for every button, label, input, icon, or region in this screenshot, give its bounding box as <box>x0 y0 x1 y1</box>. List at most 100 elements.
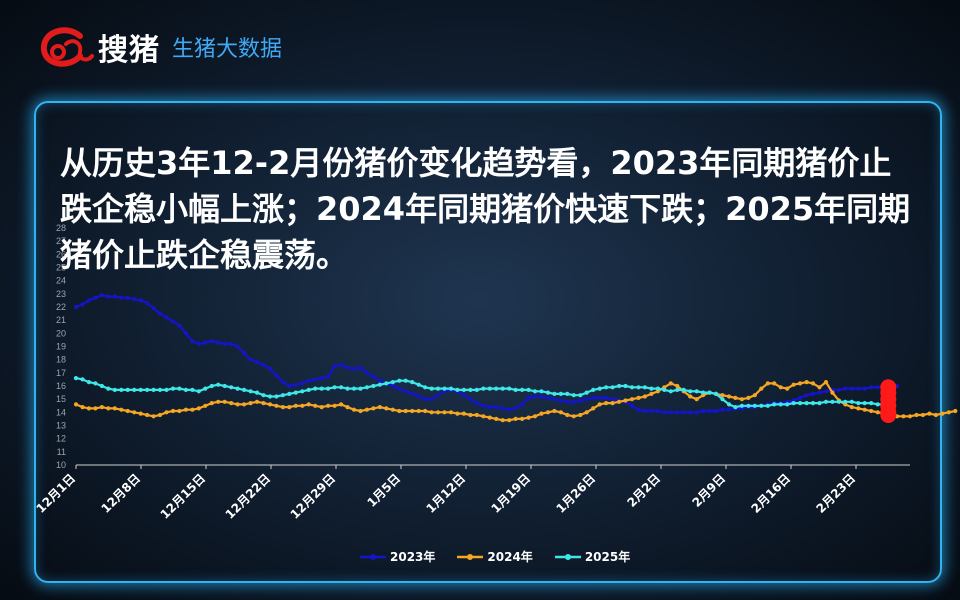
brand-subtitle: 生猪大数据 <box>172 37 283 62</box>
legend-swatch <box>457 553 484 560</box>
series-point-2 <box>306 402 311 407</box>
series-point-1 <box>203 340 208 345</box>
series-point-1 <box>112 294 117 299</box>
series-point-1 <box>274 373 279 378</box>
series-point-3 <box>494 386 499 391</box>
series-point-3 <box>442 386 447 391</box>
series-point-1 <box>229 341 234 346</box>
series-point-1 <box>662 410 667 415</box>
series-point-3 <box>526 387 531 392</box>
series-point-1 <box>358 365 363 370</box>
series-point-3 <box>403 378 408 383</box>
series-point-1 <box>507 407 512 412</box>
series-point-1 <box>649 408 654 414</box>
series-point-3 <box>364 385 369 390</box>
series-point-3 <box>377 382 382 387</box>
series-point-3 <box>836 399 842 404</box>
x-tick-label: 2月23日 <box>814 471 859 516</box>
series-point-2 <box>86 406 91 411</box>
series-point-1 <box>80 302 85 307</box>
series-point-2 <box>261 401 266 406</box>
x-tick-label: 12月1日 <box>34 471 79 516</box>
series-point-1 <box>170 319 176 324</box>
series-point-1 <box>429 397 434 402</box>
series-point-1 <box>99 293 104 298</box>
series-point-1 <box>287 383 292 389</box>
series-point-3 <box>80 377 85 382</box>
series-point-2 <box>565 412 570 418</box>
series-point-1 <box>726 407 732 412</box>
series-point-1 <box>293 382 298 387</box>
series-point-2 <box>377 405 382 410</box>
series-point-1 <box>817 390 822 395</box>
series-point-3 <box>810 401 816 406</box>
series-point-2 <box>901 414 906 419</box>
series-point-1 <box>183 331 188 336</box>
series-point-1 <box>306 378 311 383</box>
series-point-2 <box>106 406 111 411</box>
legend-item: 2025年 <box>554 548 630 565</box>
series-point-3 <box>410 380 415 385</box>
series-point-3 <box>675 387 680 392</box>
series-point-1 <box>435 393 441 398</box>
series-point-2 <box>132 410 137 415</box>
series-point-2 <box>500 418 505 423</box>
series-point-2 <box>597 402 602 407</box>
series-point-1 <box>591 395 596 400</box>
series-point-2 <box>817 385 822 390</box>
x-tick-label: 12月8日 <box>99 471 144 516</box>
series-point-3 <box>668 389 673 394</box>
series-point-2 <box>675 383 680 389</box>
series-point-3 <box>293 390 298 395</box>
series-point-2 <box>112 406 117 411</box>
series-point-2 <box>397 408 402 414</box>
y-tick-label: 28 <box>56 223 66 233</box>
series-point-2 <box>229 401 234 406</box>
series-point-3 <box>830 399 835 404</box>
y-tick-label: 12 <box>56 434 66 444</box>
series-point-3 <box>520 387 525 392</box>
series-point-3 <box>435 386 441 391</box>
series-point-1 <box>539 394 544 399</box>
series-point-2 <box>856 406 861 411</box>
series-point-3 <box>448 386 454 391</box>
series-point-3 <box>384 381 389 386</box>
series-point-3 <box>254 390 260 395</box>
series-point-1 <box>319 376 324 381</box>
series-point-3 <box>332 385 337 390</box>
series-point-3 <box>390 380 395 385</box>
series-point-2 <box>145 412 150 418</box>
series-point-2 <box>752 393 757 398</box>
legend-item: 2024年 <box>457 548 533 565</box>
series-point-2 <box>345 405 350 410</box>
series-point-1 <box>190 339 195 344</box>
series-point-3 <box>313 386 318 391</box>
series-point-2 <box>280 405 285 410</box>
series-point-2 <box>222 399 227 404</box>
series-point-1 <box>875 385 880 390</box>
series-point-1 <box>164 315 169 320</box>
series-point-3 <box>423 385 428 390</box>
series-point-2 <box>869 408 874 414</box>
series-point-3 <box>558 391 564 396</box>
series-point-2 <box>435 410 441 415</box>
series-point-3 <box>112 387 117 392</box>
x-tick-label: 1月12日 <box>424 471 469 516</box>
series-point-3 <box>694 389 699 394</box>
series-point-2 <box>364 407 369 412</box>
series-point-2 <box>494 416 499 421</box>
series-point-1 <box>157 311 163 316</box>
series-point-2 <box>545 410 551 415</box>
series-point-1 <box>132 297 137 302</box>
series-point-2 <box>526 415 531 420</box>
series-point-3 <box>752 403 757 408</box>
series-point-3 <box>86 380 91 385</box>
series-point-2 <box>804 380 809 385</box>
series-point-1 <box>468 397 473 402</box>
series-point-1 <box>849 386 854 391</box>
series-point-1 <box>668 410 673 415</box>
series-point-3 <box>274 394 279 399</box>
series-point-2 <box>267 402 273 407</box>
series-point-2 <box>351 407 357 412</box>
series-point-2 <box>190 407 195 412</box>
